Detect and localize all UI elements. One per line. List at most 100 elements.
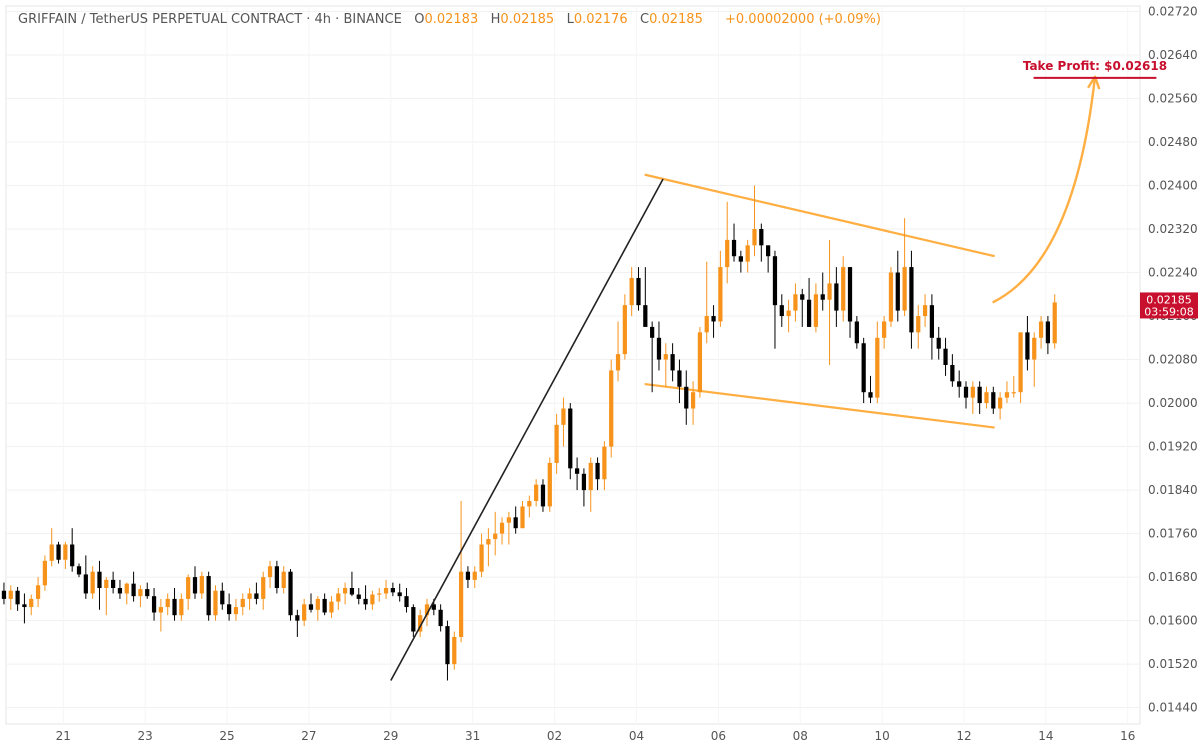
candle-body xyxy=(281,571,286,589)
candle-body xyxy=(718,267,723,322)
candle-body xyxy=(568,408,573,469)
candle-body xyxy=(90,571,95,594)
candle-body xyxy=(690,392,696,409)
y-tick-label: 0.02080 xyxy=(1148,353,1198,367)
candle-body xyxy=(192,577,198,594)
candle xyxy=(151,588,157,621)
candle-body xyxy=(813,294,819,327)
candle xyxy=(759,223,764,262)
candle xyxy=(615,321,621,382)
candle-body xyxy=(63,544,68,560)
candle-body xyxy=(261,577,266,599)
x-tick-label: 25 xyxy=(219,729,234,743)
candle xyxy=(49,528,54,567)
candle xyxy=(472,566,477,589)
candle-body xyxy=(629,277,634,306)
candle xyxy=(690,381,696,425)
time-axis[interactable]: 21 23 25 27 29 31 02 04 06 08 10 12 14 16 xyxy=(56,729,1136,743)
candle-body xyxy=(636,277,641,306)
candle-body xyxy=(1004,392,1010,398)
candle xyxy=(438,604,443,632)
candle-body xyxy=(1032,337,1037,360)
candle xyxy=(1011,375,1016,398)
candle-body xyxy=(540,484,546,507)
candle xyxy=(377,588,382,602)
impulse-trendline xyxy=(390,178,664,681)
y-tick-label: 0.01920 xyxy=(1148,440,1198,454)
annotations-front xyxy=(390,75,1101,681)
candle-body xyxy=(486,539,491,545)
candle xyxy=(145,582,150,599)
candle xyxy=(909,250,914,349)
candle-body xyxy=(595,462,600,480)
candle-body xyxy=(465,571,471,580)
x-tick-label: 21 xyxy=(56,729,71,743)
y-tick-label: 0.01840 xyxy=(1148,483,1198,497)
candle xyxy=(547,457,552,512)
candle xyxy=(929,294,935,360)
candle-body xyxy=(220,590,225,605)
candle-body xyxy=(124,583,129,594)
candle xyxy=(786,299,791,333)
candle-body xyxy=(404,596,409,608)
low-value: 0.02176 xyxy=(573,12,628,27)
x-tick-label: 23 xyxy=(138,729,153,743)
candle xyxy=(534,479,539,507)
candle-body xyxy=(1018,332,1023,393)
candle xyxy=(963,381,969,409)
candle-body xyxy=(438,609,443,627)
candle-body xyxy=(247,593,252,599)
candle xyxy=(1004,381,1010,404)
candle-body xyxy=(820,294,825,300)
candle-body xyxy=(370,594,375,605)
candle xyxy=(656,321,662,371)
candle-body xyxy=(349,588,355,595)
candle-body xyxy=(145,589,150,597)
candle xyxy=(302,598,307,627)
candle-body xyxy=(916,316,921,333)
candle xyxy=(445,620,450,681)
candle-body xyxy=(363,598,368,605)
candle-body xyxy=(267,566,273,578)
candle xyxy=(76,563,82,578)
candle xyxy=(1,582,7,605)
candle xyxy=(70,528,75,572)
x-tick-label: 16 xyxy=(1120,729,1135,743)
y-tick-label: 0.02480 xyxy=(1148,135,1198,149)
last-price-tag: 0.02185 03:59:08 xyxy=(1140,292,1198,319)
candle-body xyxy=(902,267,907,311)
price-axis[interactable]: 0.02720 0.02640 0.02560 0.02480 0.02400 0.023… xyxy=(1148,4,1198,714)
y-tick-label: 0.02640 xyxy=(1148,48,1198,62)
candle-body xyxy=(602,446,607,480)
candle xyxy=(254,582,259,605)
candle-countdown: 03:59:08 xyxy=(1144,305,1193,318)
candle xyxy=(895,250,900,322)
candle xyxy=(158,598,163,632)
candle-body xyxy=(745,245,750,262)
candle-body xyxy=(1038,321,1044,338)
candle-body xyxy=(70,544,75,567)
candle xyxy=(220,582,225,610)
candle-body xyxy=(786,310,791,317)
candle-body xyxy=(806,299,812,327)
candle-body xyxy=(42,560,48,586)
candle xyxy=(363,585,368,610)
candle-body xyxy=(574,468,580,474)
candle-body xyxy=(581,473,587,491)
candle-body xyxy=(29,598,34,608)
candle xyxy=(861,337,866,404)
candle xyxy=(186,574,191,610)
candle xyxy=(465,566,471,589)
candle-body xyxy=(697,332,703,393)
candle xyxy=(111,571,116,594)
candle xyxy=(540,479,546,512)
x-tick-label: 08 xyxy=(793,729,808,743)
candle xyxy=(383,579,389,599)
candle-body xyxy=(793,294,798,311)
candle-body xyxy=(233,607,239,615)
x-tick-label: 02 xyxy=(547,729,562,743)
candle-body xyxy=(950,365,955,382)
y-tick-label: 0.02400 xyxy=(1148,179,1198,193)
candle-body xyxy=(970,386,975,398)
